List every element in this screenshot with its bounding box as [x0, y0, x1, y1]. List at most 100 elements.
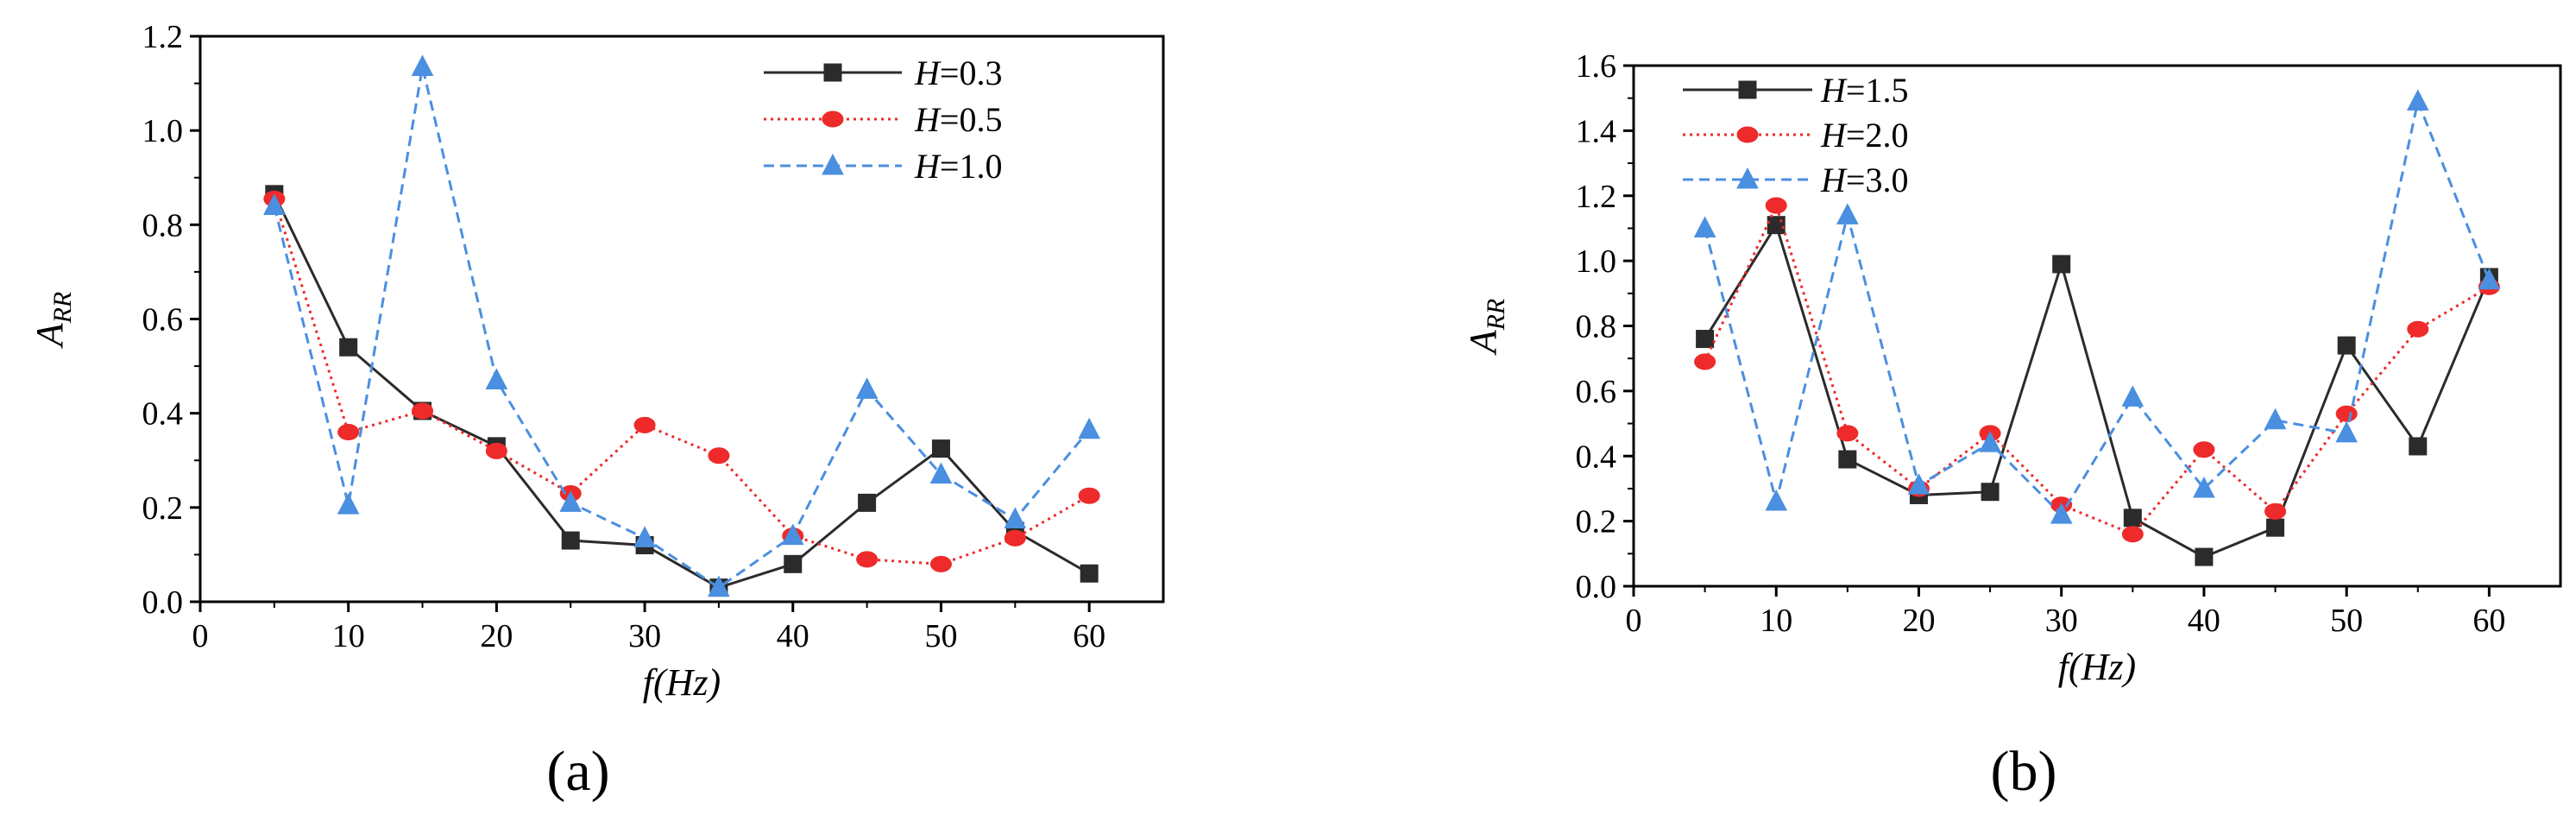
y-tick-label: 0.6	[142, 302, 184, 338]
y-tick-label: 0.4	[142, 396, 184, 433]
data-point	[2195, 547, 2214, 566]
y-axis-label-subscript: RR	[48, 292, 77, 325]
x-tick-label: 60	[2472, 603, 2505, 639]
data-point	[2407, 320, 2429, 338]
series-2	[263, 54, 1100, 597]
legend-label: H=0.5	[914, 100, 1002, 139]
data-point	[858, 493, 877, 512]
series-line	[273, 193, 1090, 590]
data-point	[2264, 408, 2287, 430]
legend-marker	[822, 111, 844, 128]
data-point	[1004, 507, 1027, 528]
legend-value: =3.0	[1846, 161, 1909, 199]
legend-var: H	[914, 100, 942, 139]
data-point	[337, 424, 360, 440]
y-axis-label: ARR	[28, 292, 77, 350]
legend-marker	[822, 153, 844, 175]
series-line	[273, 66, 1091, 590]
y-tick-label: 1.4	[1576, 113, 1617, 149]
series-line	[1704, 201, 2491, 536]
data-point	[1765, 489, 1788, 511]
data-point	[559, 490, 583, 512]
data-point	[1080, 564, 1099, 583]
x-tick-label: 0	[192, 618, 209, 654]
data-point	[2335, 405, 2358, 422]
data-point	[263, 193, 286, 215]
data-point	[929, 555, 952, 572]
x-tick-label: 60	[1073, 618, 1105, 654]
y-tick-label: 0.8	[1576, 309, 1617, 345]
y-tick-label: 1.2	[142, 19, 184, 55]
x-tick-label: 10	[1760, 603, 1792, 639]
data-point	[485, 442, 507, 459]
legend-var: H	[914, 147, 942, 186]
y-tick-label: 0.2	[142, 490, 184, 527]
data-point	[2264, 502, 2287, 520]
data-point	[2052, 255, 2071, 274]
y-axis-label-subscript: RR	[1482, 299, 1510, 332]
x-tick-label: 40	[2188, 603, 2220, 639]
data-point	[2409, 437, 2428, 456]
x-tick-label: 20	[480, 618, 513, 654]
series-0	[1696, 216, 2498, 566]
data-point	[2193, 441, 2215, 458]
panel-label: (a)	[546, 740, 609, 803]
legend-marker	[1736, 126, 1759, 143]
legend-label: H=1.0	[914, 147, 1002, 186]
legend-value: =1.5	[1846, 71, 1909, 110]
data-point	[1838, 450, 1857, 469]
y-tick-label: 0.4	[1576, 439, 1617, 475]
legend-var: H	[1820, 116, 1848, 155]
series-1	[1694, 197, 2500, 543]
data-point	[1979, 431, 2001, 452]
y-axis-label: ARR	[1462, 299, 1510, 357]
data-point	[2121, 526, 2144, 543]
series-line	[273, 198, 1090, 565]
series-2	[1693, 89, 2501, 524]
x-tick-label: 50	[2330, 603, 2363, 639]
legend-var: H	[1820, 71, 1848, 110]
legend-value: =0.3	[940, 54, 1003, 92]
data-point	[411, 54, 434, 76]
x-tick-label: 30	[628, 618, 661, 654]
data-point	[2121, 385, 2145, 407]
y-tick-label: 1.0	[142, 113, 184, 149]
series-line	[1704, 97, 2491, 517]
data-point	[561, 531, 580, 550]
x-tick-label: 0	[1626, 603, 1642, 639]
data-point	[1836, 425, 1859, 442]
data-point	[708, 575, 730, 597]
legend-var: H	[1820, 161, 1848, 199]
legend-label: H=2.0	[1820, 116, 1908, 155]
data-point	[1765, 197, 1787, 214]
data-point	[1767, 216, 1786, 235]
data-point	[1836, 203, 1859, 224]
y-tick-label: 0.0	[142, 584, 184, 621]
data-point	[1696, 330, 1715, 349]
data-point	[1907, 473, 1930, 495]
legend-label: H=0.3	[914, 54, 1002, 92]
y-tick-label: 1.6	[1576, 48, 1617, 85]
data-point	[339, 338, 358, 357]
data-point	[2266, 518, 2285, 537]
x-axis-label: f(Hz)	[2058, 646, 2136, 688]
data-point	[412, 402, 434, 420]
legend-label: H=1.5	[1820, 71, 1908, 110]
x-tick-label: 30	[2045, 603, 2078, 639]
y-tick-label: 0.0	[1576, 569, 1617, 605]
data-point	[2123, 509, 2142, 528]
data-point	[1078, 487, 1100, 504]
data-point	[485, 368, 508, 389]
data-point	[931, 439, 950, 458]
data-point	[633, 526, 656, 547]
y-tick-label: 0.2	[1576, 504, 1617, 540]
legend-marker	[1738, 80, 1757, 99]
data-point	[1981, 483, 2000, 502]
x-tick-label: 50	[924, 618, 957, 654]
data-point	[2406, 89, 2429, 111]
data-point	[1694, 353, 1716, 370]
legend-marker	[823, 63, 842, 82]
data-point	[2335, 420, 2358, 443]
legend: H=1.5H=2.0H=3.0	[1683, 71, 1908, 199]
